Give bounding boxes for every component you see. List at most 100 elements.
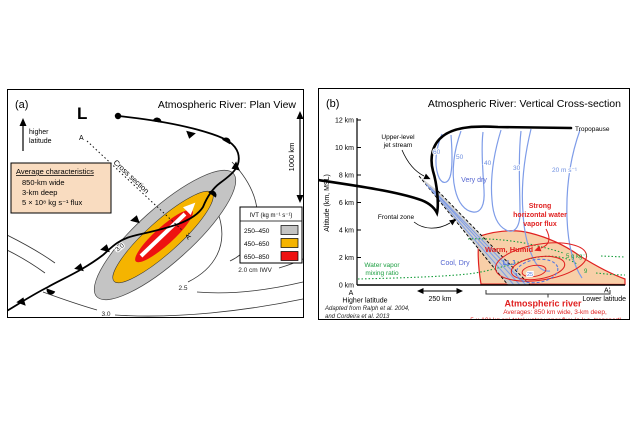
- isotach-labels: 60 50 40 30 20 m s⁻¹: [432, 148, 579, 175]
- strong-flux-line1: Strong: [529, 203, 552, 210]
- atmospheric-river-label: Atmospheric river: [504, 299, 582, 309]
- contour-3.0-label: 3.0: [101, 311, 110, 318]
- flux-contour-mid: [510, 255, 566, 281]
- vapor-transport-arrow-shaft: [139, 212, 187, 258]
- llj-label: LLJ: [503, 260, 516, 267]
- tick-8km: 8 km: [339, 173, 354, 180]
- scale-1000km: 1000 km: [287, 111, 304, 203]
- legend-item-low-label: 250–450: [244, 228, 270, 235]
- warm-front-symbol: [46, 288, 56, 295]
- low-pressure-symbol: L: [77, 104, 87, 123]
- warm-front-symbol: [222, 137, 231, 145]
- cold-front-symbol: [130, 215, 140, 224]
- cold-front-symbol: [16, 297, 26, 306]
- legend-title: IVT (kg m⁻¹ s⁻¹): [250, 213, 293, 219]
- avg-box-line3: 5 × 10⁸ kg s⁻¹ flux: [22, 198, 83, 207]
- contour-left-1: [7, 234, 56, 264]
- lower-latitude-label: Lower latitude: [582, 296, 626, 303]
- ar-averages-line2: 5 × 10⁸ kg s⁻¹ total water vapor flux (a…: [470, 317, 622, 320]
- isotach-40-label: 40: [484, 160, 492, 167]
- isotach-50: [452, 130, 485, 213]
- frontal-zone-pointer: [413, 219, 457, 229]
- isotach-60-label: 60: [433, 149, 441, 156]
- frontal-zone-edge-upper: [418, 175, 509, 286]
- panel-a-title: Atmospheric River: Plan View: [158, 99, 297, 111]
- jet-label-2: jet stream: [383, 142, 413, 149]
- mixing-ratio-9-left: [357, 255, 579, 280]
- avg-characteristics-box: Average characteristics 850-km wide 3-km…: [10, 162, 112, 214]
- latitude-indicator: higher latitude: [19, 118, 52, 151]
- tick-10km: 10 km: [335, 145, 354, 152]
- isotach-30-label: 30: [513, 165, 521, 172]
- y-ticks: [357, 119, 361, 258]
- strong-flux-line3: vapor flux: [523, 221, 557, 228]
- latitude-arrowhead: [19, 118, 27, 126]
- frontal-zone-label: Frontal zone: [378, 214, 415, 221]
- tick-4km: 4 km: [339, 228, 354, 235]
- frontal-zone-pointer-arrowhead: [449, 219, 457, 226]
- tick-6km: 6 km: [339, 200, 354, 207]
- front-symbols: [16, 117, 240, 306]
- flux-contour-inner: [521, 264, 547, 278]
- scale-arrowhead-bottom: [296, 195, 304, 203]
- latitude-label-2: latitude: [29, 138, 52, 145]
- tropopause-label: Tropopause: [575, 126, 610, 133]
- latitude-label-1: higher: [29, 129, 49, 136]
- scale-250km-label: 250 km: [429, 296, 452, 303]
- panel-b-border: [318, 88, 630, 320]
- avg-box-frame: [10, 162, 112, 214]
- y-tick-labels: 12 km 10 km 8 km 6 km 4 km 2 km 0 km: [335, 118, 354, 290]
- wv-mixing-line2: mixing ratio: [365, 270, 399, 277]
- panel-b-tag: (b): [326, 98, 339, 110]
- isotach-contours: [435, 128, 583, 279]
- jet-label-1: Upper-level: [381, 134, 415, 141]
- wv-mixing-line1: Water vapor: [364, 262, 400, 269]
- jet-pointer-line: [401, 149, 425, 177]
- strong-flux-pointer-line: [540, 228, 550, 249]
- legend-item-high-label: 650–850: [244, 254, 270, 261]
- vapor-flux-contours: [494, 242, 588, 284]
- frontal-zone-pointer-line: [413, 221, 451, 229]
- section-start-label: A: [79, 135, 84, 142]
- mixing-ratio-5-right: [600, 255, 626, 258]
- mixing-ratio-9-label: 9: [584, 269, 588, 275]
- credit-line1: Adapted from Ralph et al. 2004,: [324, 306, 410, 312]
- warm-humid-label: Warm, Humid: [485, 245, 533, 254]
- isotach-50-label: 50: [456, 154, 464, 161]
- panel-b-title: Atmospheric River: Vertical Cross-sectio…: [428, 98, 621, 110]
- panel-a-tag: (a): [15, 99, 28, 111]
- panel-a-plan-view: A A' Cross section 3.0 3.0 2.5 2.0 cm IW…: [7, 89, 304, 318]
- ar-averages-line1: Averages: 850 km wide, 3-km deep,: [503, 309, 607, 316]
- jet-pointer-arrowhead: [423, 173, 431, 180]
- cold-front-symbol: [231, 161, 240, 171]
- credit-line2: and Cordeira et al. 2013: [325, 314, 390, 320]
- panel-a-border: [7, 89, 304, 318]
- warm-front-symbol: [208, 190, 217, 198]
- contour-2.0-label: 2.0 cm IWV: [238, 267, 272, 274]
- contour-2.5-label: 2.5: [178, 285, 187, 292]
- mixing-ratio-9-right: [595, 272, 626, 276]
- isotach-30: [521, 128, 551, 272]
- cold-front-symbol: [74, 263, 84, 272]
- isotach-60: [435, 133, 453, 183]
- legend-swatch-low: [280, 225, 299, 235]
- front-line: [7, 112, 240, 312]
- ar-extent-bracket: [485, 290, 611, 298]
- isotach-20-label: 20 m s⁻¹: [552, 167, 578, 174]
- scale-arrowhead-top: [296, 111, 304, 119]
- isotach-20: [566, 129, 583, 279]
- contour-3.0: [42, 291, 98, 311]
- y-axis-label: Altitude (km, MSL): [324, 174, 331, 232]
- ar-plume: [93, 169, 237, 301]
- avg-box-title: Average characteristics: [16, 167, 94, 176]
- cold-front-symbol: [100, 244, 110, 253]
- strong-flux-label: Strong horizontal water vapor flux: [513, 203, 567, 228]
- section-end-label: A': [184, 232, 193, 241]
- strong-flux-line2: horizontal water: [513, 212, 567, 219]
- tropopause-line: [318, 125, 573, 217]
- isotach-40: [490, 129, 522, 232]
- vapor-transport-arrowhead: [182, 202, 196, 216]
- contour-left-2: [7, 249, 46, 274]
- strong-flux-pointer-arrowhead: [534, 245, 542, 252]
- scale-250km-arrowhead-left: [417, 288, 424, 294]
